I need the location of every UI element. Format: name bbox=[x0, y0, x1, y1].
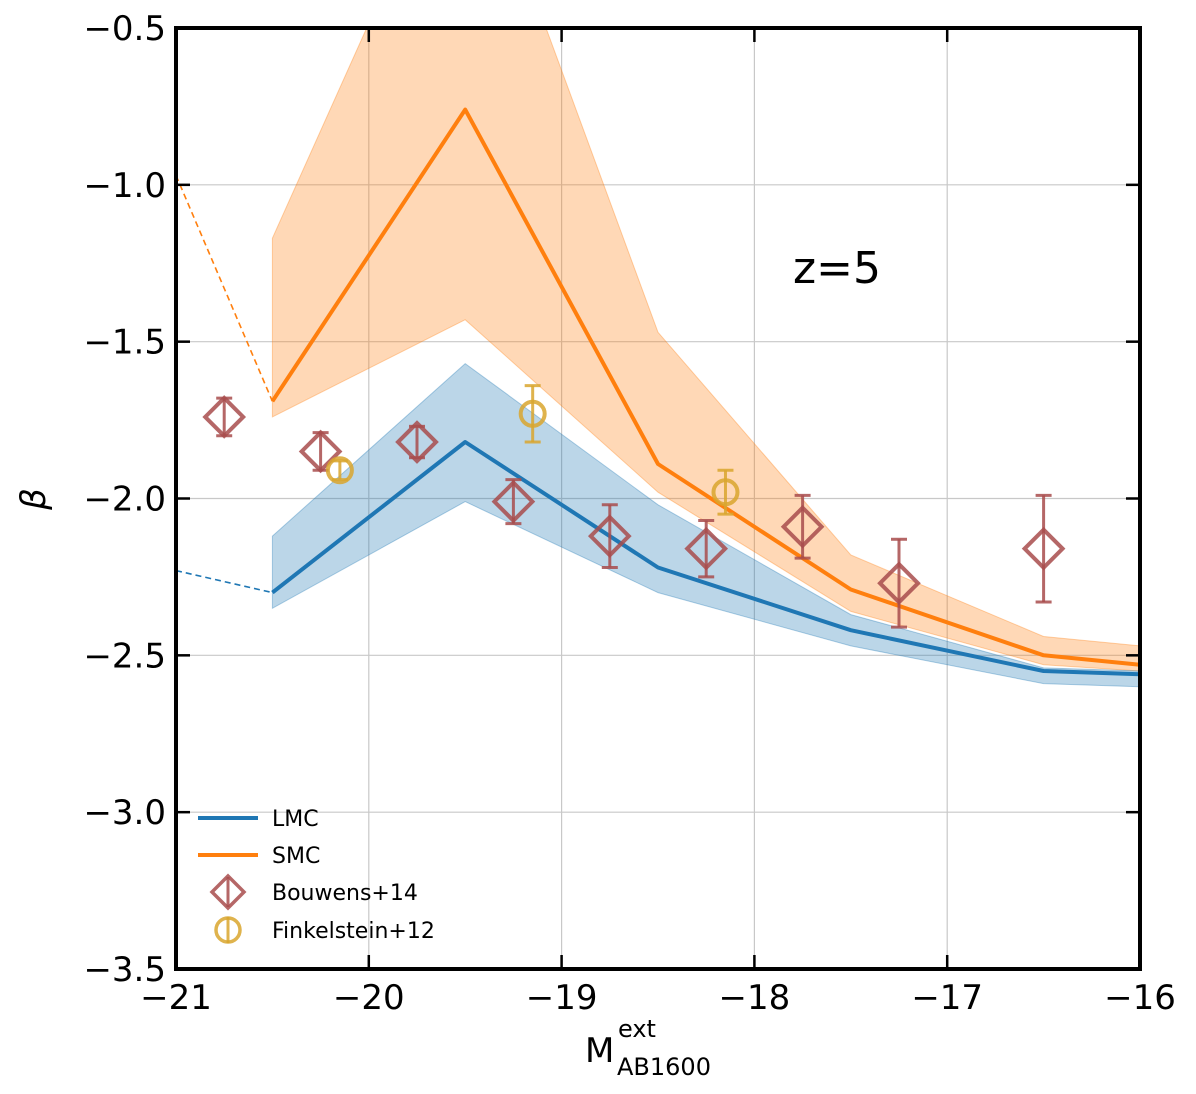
bouwens-point bbox=[298, 429, 343, 474]
bouwens-point bbox=[684, 518, 729, 579]
y-tick-label: −0.5 bbox=[83, 9, 166, 49]
x-tick-label: −20 bbox=[333, 978, 405, 1018]
y-tick-label: −1.0 bbox=[83, 166, 166, 206]
smc-extrapolation bbox=[176, 175, 274, 402]
x-axis-label: M ext AB1600 bbox=[585, 1015, 711, 1081]
legend: LMC SMC Bouwens+14 Finkelstein+12 bbox=[198, 807, 435, 944]
diamond-marker bbox=[877, 561, 921, 606]
legend-finkelstein-label: Finkelstein+12 bbox=[272, 919, 435, 944]
bouwens-point bbox=[587, 503, 632, 570]
diamond-marker bbox=[202, 395, 247, 439]
finkelstein-point bbox=[711, 468, 740, 516]
y-tick-label: −1.5 bbox=[83, 323, 166, 363]
x-axis-label-sup: ext bbox=[618, 1015, 656, 1043]
x-tick-label: −21 bbox=[140, 978, 212, 1018]
diamond-marker bbox=[1021, 526, 1066, 571]
x-axis-label-sub: AB1600 bbox=[617, 1053, 711, 1081]
circle-marker bbox=[325, 456, 354, 485]
circle-marker bbox=[518, 399, 547, 428]
axis-ticks: −21 −20 −19 −18 −17 −16 −3.5 −3.0 −2.5 −2.0 −1.5 −1… bbox=[83, 9, 1175, 1018]
diamond-marker bbox=[587, 514, 632, 558]
legend-lmc-label: LMC bbox=[272, 807, 319, 832]
lmc-line bbox=[271, 440, 1140, 677]
y-tick-label: −3.0 bbox=[83, 793, 166, 833]
confidence-bands bbox=[271, 28, 1140, 688]
y-axis-label: β bbox=[14, 488, 54, 511]
x-tick-label: −19 bbox=[526, 978, 598, 1018]
diamond-marker bbox=[395, 420, 439, 464]
circle-marker bbox=[711, 478, 740, 507]
x-axis-label-main: M bbox=[585, 1031, 614, 1071]
x-tick-label: −17 bbox=[911, 978, 983, 1018]
diamond-marker bbox=[298, 429, 343, 474]
redshift-annotation: z=5 bbox=[793, 243, 881, 294]
grid bbox=[175, 27, 1141, 970]
x-tick-label: −18 bbox=[719, 978, 791, 1018]
diamond-marker bbox=[780, 504, 825, 549]
bouwens-point bbox=[491, 478, 536, 526]
bouwens-point bbox=[780, 493, 825, 560]
y-tick-label: −3.5 bbox=[83, 950, 166, 990]
bouwens-point bbox=[395, 420, 439, 464]
observational-points bbox=[202, 384, 1066, 629]
legend-bouwens-marker bbox=[209, 873, 247, 911]
smc-band bbox=[271, 28, 1140, 672]
finkelstein-point bbox=[518, 384, 547, 444]
diamond-marker bbox=[684, 526, 729, 571]
finkelstein-point bbox=[325, 456, 354, 485]
bouwens-point bbox=[202, 395, 247, 439]
lmc-band bbox=[271, 362, 1140, 688]
lmc-extrapolation bbox=[176, 569, 273, 594]
diamond-marker bbox=[491, 479, 536, 524]
model-lines bbox=[176, 107, 1140, 677]
y-tick-label: −2.0 bbox=[83, 480, 166, 520]
plot-frame bbox=[174, 26, 1142, 971]
legend-bouwens-label: Bouwens+14 bbox=[272, 881, 418, 906]
y-tick-label: −2.5 bbox=[83, 636, 166, 676]
bouwens-point bbox=[877, 537, 921, 629]
smc-line bbox=[270, 107, 1140, 667]
legend-finkelstein-marker bbox=[214, 916, 242, 944]
legend-smc-label: SMC bbox=[272, 844, 320, 869]
x-tick-label: −16 bbox=[1104, 978, 1176, 1018]
bouwens-point bbox=[1021, 493, 1066, 604]
